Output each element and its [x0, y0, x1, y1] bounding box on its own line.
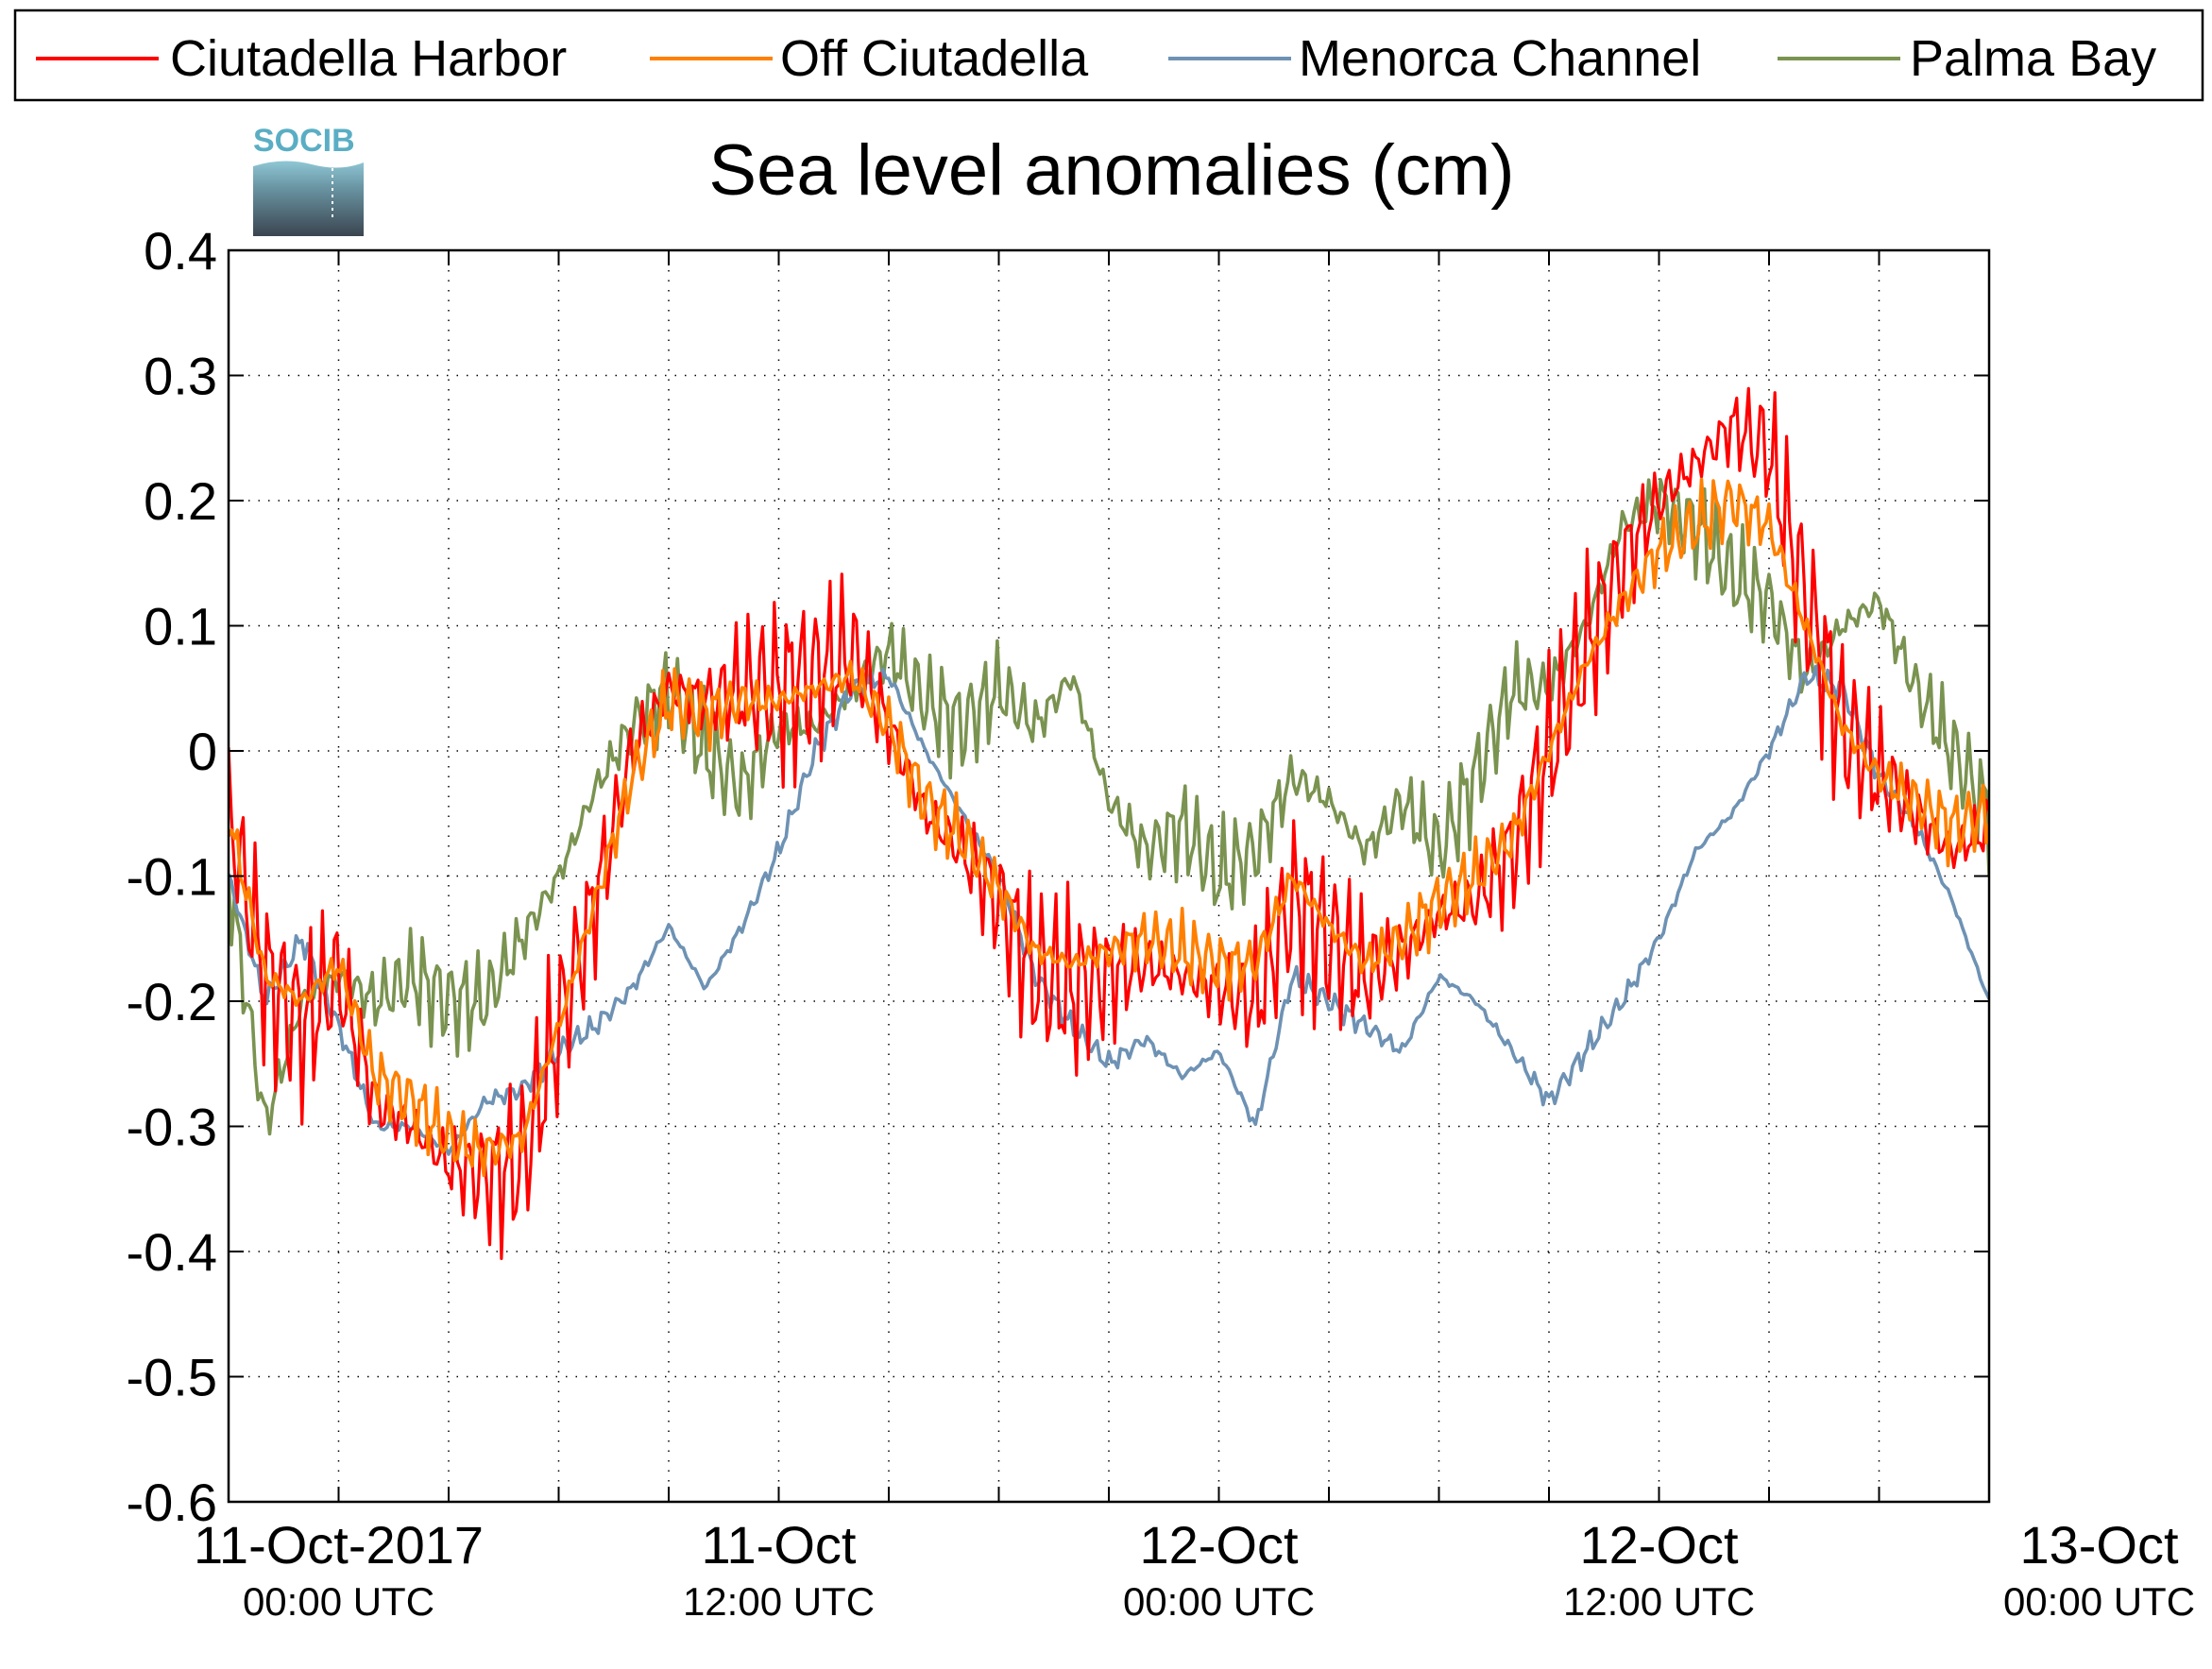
socib-logo-text: SOCIB	[253, 123, 355, 159]
x-tick-label-date: 12-Oct	[1139, 1515, 1298, 1575]
series-line-off-ciutadella	[229, 477, 1989, 1178]
y-tick-label: 0.2	[144, 471, 217, 531]
socib-logo: SOCIB	[253, 123, 364, 236]
y-tick-label: -0.1	[127, 847, 218, 907]
legend-label-ciutadella-harbor: Ciutadella Harbor	[170, 30, 567, 87]
series-layer	[229, 386, 1989, 1261]
y-tick-label: 0	[188, 722, 217, 781]
grid	[229, 250, 1989, 1502]
legend-label-palma-bay: Palma Bay	[1910, 30, 2156, 87]
x-tick-label-date: 13-Oct	[2019, 1515, 2178, 1575]
y-tick-label: 0.3	[144, 347, 217, 406]
x-tick-label-time: 12:00 UTC	[683, 1579, 875, 1624]
x-tick-label-date: 12-Oct	[1579, 1515, 1738, 1575]
y-tick-label: -0.3	[127, 1098, 218, 1157]
legend-item-ciutadella-harbor: Ciutadella Harbor	[36, 30, 567, 87]
x-tick-label-date: 11-Oct	[702, 1515, 857, 1575]
legend-item-palma-bay: Palma Bay	[1778, 30, 2156, 87]
y-tick-label: 0.1	[144, 597, 217, 656]
y-tick-label: 0.4	[144, 221, 217, 281]
y-tick-label: -0.6	[127, 1473, 218, 1532]
y-tick-label: -0.4	[127, 1222, 218, 1282]
series-line-ciutadella-harbor	[229, 386, 1989, 1261]
socib-logo-wave	[253, 161, 364, 236]
x-tick-label-time: 00:00 UTC	[1123, 1579, 1315, 1624]
y-tick-labels: 0.4 0.3 0.2 0.1 0 -0.1 -0.2 -0.3 -0.4 -0.5 -0.6	[127, 221, 218, 1532]
legend-item-menorca-channel: Menorca Channel	[1168, 30, 1701, 87]
series-line-menorca-channel	[229, 664, 1989, 1156]
legend-label-menorca-channel: Menorca Channel	[1299, 30, 1701, 87]
x-tick-label-date: 11-Oct-2017	[194, 1515, 484, 1575]
ticks	[229, 249, 1990, 1503]
series-line-palma-bay	[229, 478, 1989, 1136]
x-tick-label-time: 00:00 UTC	[243, 1579, 434, 1624]
y-tick-label: -0.5	[127, 1348, 218, 1407]
x-tick-label-time: 00:00 UTC	[2003, 1579, 2195, 1624]
plot-area: 0.4 0.3 0.2 0.1 0 -0.1 -0.2 -0.3 -0.4 -0.5 -0.6 11…	[127, 221, 2196, 1624]
y-tick-label: -0.2	[127, 972, 218, 1031]
chart-title: Sea level anomalies (cm)	[708, 130, 1514, 211]
legend-label-off-ciutadella: Off Ciutadella	[780, 30, 1089, 87]
legend-frame	[13, 9, 2204, 102]
x-tick-label-time: 12:00 UTC	[1563, 1579, 1755, 1624]
legend-item-off-ciutadella: Off Ciutadella	[650, 30, 1089, 87]
legend: Ciutadella Harbor Off Ciutadella Menorca…	[13, 9, 2204, 102]
